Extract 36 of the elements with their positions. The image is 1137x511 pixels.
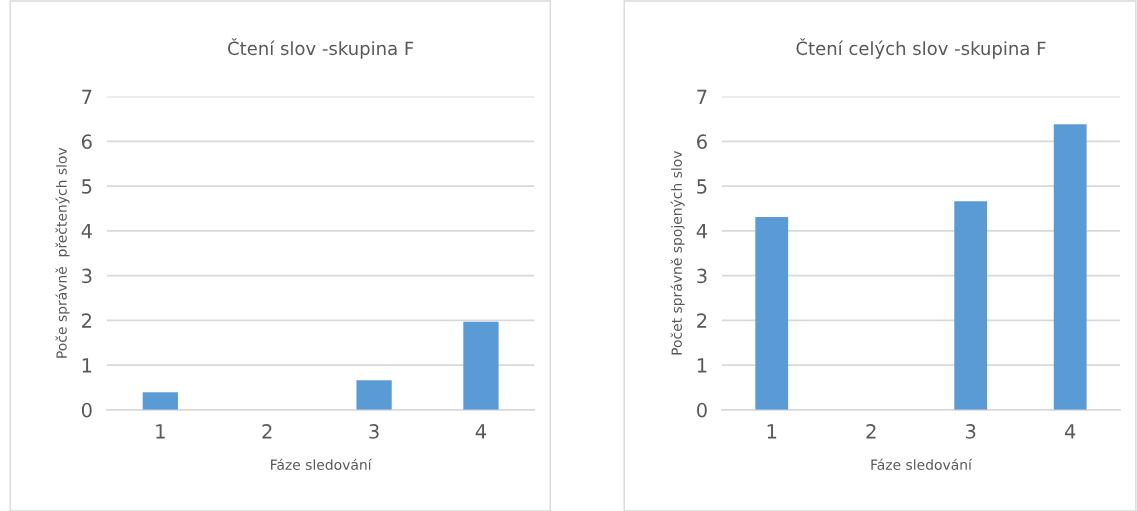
bar bbox=[142, 392, 178, 410]
x-tick-label: 3 bbox=[966, 424, 976, 439]
y-axis-title: Poče správně přečtených slov bbox=[55, 147, 70, 358]
y-tick-label: 2 bbox=[697, 313, 707, 328]
bar bbox=[1053, 124, 1087, 410]
x-tick-label: 1 bbox=[767, 424, 777, 439]
y-tick-label: 7 bbox=[697, 89, 707, 104]
y-tick-label: 2 bbox=[82, 313, 92, 328]
x-tick-label: 2 bbox=[262, 424, 272, 439]
bar bbox=[954, 201, 988, 410]
y-tick-label: 4 bbox=[81, 224, 92, 239]
bar bbox=[356, 380, 392, 410]
y-tick-label: 5 bbox=[697, 179, 707, 194]
chart-title: Čtení slov -skupina F bbox=[228, 38, 414, 59]
x-tick-label: 2 bbox=[866, 424, 876, 439]
x-axis-title: Fáze sledování bbox=[871, 458, 973, 470]
x-tick-label: 4 bbox=[475, 424, 487, 439]
y-tick-label: 1 bbox=[697, 358, 707, 373]
y-tick-label: 1 bbox=[82, 358, 92, 373]
x-tick-label: 4 bbox=[1064, 424, 1076, 439]
chart-title: Čtení celých slov -skupina F bbox=[796, 38, 1046, 59]
y-axis-title: Počet správně spojených slov bbox=[670, 150, 685, 355]
y-tick-label: 5 bbox=[82, 179, 92, 194]
y-tick-label: 4 bbox=[696, 224, 708, 239]
x-tick-label: 1 bbox=[156, 424, 165, 439]
y-tick-label: 6 bbox=[697, 134, 707, 149]
y-tick-label: 7 bbox=[82, 89, 92, 104]
y-tick-label: 0 bbox=[697, 402, 707, 418]
bar bbox=[463, 321, 499, 410]
x-axis-title: Fáze sledování bbox=[271, 458, 372, 470]
y-tick-label: 3 bbox=[697, 268, 707, 284]
x-tick-label: 3 bbox=[369, 424, 379, 439]
y-tick-label: 6 bbox=[81, 134, 92, 149]
y-tick-label: 0 bbox=[81, 402, 92, 418]
y-tick-label: 3 bbox=[82, 268, 92, 284]
bar bbox=[755, 216, 789, 410]
